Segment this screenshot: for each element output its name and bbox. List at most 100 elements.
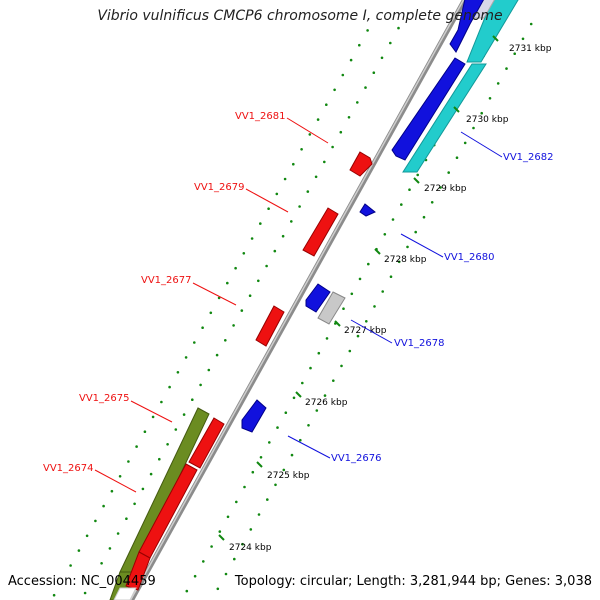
- guide-dot: [299, 438, 302, 442]
- guide-dot: [191, 398, 194, 402]
- gene-label-vv1-2676[interactable]: VV1_2676: [331, 453, 382, 464]
- gene-label-vv1-2674[interactable]: VV1_2674: [43, 463, 94, 474]
- guide-dot: [472, 126, 475, 130]
- guide-dot: [233, 557, 236, 561]
- reverse-gene-vv1-2678[interactable]: [305, 283, 331, 313]
- forward-gene-vv1-2679[interactable]: [302, 207, 339, 257]
- guide-dot: [308, 133, 312, 136]
- guide-dot: [259, 456, 263, 459]
- guide-dot: [160, 400, 163, 404]
- reverse-cds-cyan-2[interactable]: [402, 63, 487, 173]
- leader-line-vv1-2676: [287, 435, 331, 459]
- guide-dot: [52, 593, 56, 597]
- guide-dot: [505, 67, 508, 70]
- guide-dot: [193, 574, 197, 578]
- gene-label-vv1-2680[interactable]: VV1_2680: [444, 252, 495, 263]
- guide-dot: [276, 426, 279, 429]
- guide-dot: [301, 381, 304, 385]
- tick-label-2730: 2730 kbp: [466, 115, 509, 125]
- guide-dot: [439, 186, 442, 189]
- guide-dot: [224, 572, 228, 576]
- guide-dot: [265, 264, 268, 268]
- forward-gene-labels: VV1_2681 VV1_2679 VV1_2677 VV1_2675 VV1_…: [43, 111, 329, 493]
- guide-dot: [307, 424, 310, 427]
- gene-label-vv1-2678[interactable]: VV1_2678: [394, 338, 445, 349]
- tick-label-2725: 2725 kbp: [267, 471, 310, 481]
- guide-dot: [199, 383, 202, 387]
- guide-dot: [251, 470, 255, 474]
- guide-dot: [100, 562, 103, 565]
- guide-dot: [259, 222, 262, 225]
- unknown-gene-grey[interactable]: [317, 291, 346, 325]
- guide-dot: [168, 385, 171, 389]
- guide-dot: [77, 549, 81, 552]
- topology-text: Topology: circular; Length: 3,281,944 bp…: [234, 574, 592, 589]
- gene-label-vv1-2677[interactable]: VV1_2677: [141, 275, 192, 286]
- guide-dot: [340, 364, 343, 368]
- reverse-gene-vv1-2682-top[interactable]: [449, 0, 489, 53]
- guide-dot: [317, 351, 321, 355]
- guide-dot: [422, 215, 426, 219]
- guide-dot: [273, 249, 277, 253]
- guide-dot: [292, 162, 295, 166]
- gene-label-vv1-2679[interactable]: VV1_2679: [194, 182, 245, 193]
- guide-dot: [290, 220, 293, 223]
- guide-dot: [151, 415, 155, 419]
- forward-genes: [125, 151, 373, 591]
- reverse-gene-vv1-2682[interactable]: [391, 57, 466, 161]
- guide-dot: [333, 88, 336, 92]
- guide-dot: [408, 188, 411, 191]
- guide-dot: [127, 460, 130, 463]
- guide-dot: [226, 281, 229, 285]
- guide-dot: [266, 498, 269, 501]
- guide-dot: [290, 453, 294, 457]
- guide-dot: [400, 203, 403, 206]
- guide-dot: [383, 233, 387, 236]
- guide-dot: [416, 173, 420, 177]
- leader-line-vv1-2682: [460, 131, 503, 158]
- gene-label-vv1-2681[interactable]: VV1_2681: [235, 111, 286, 122]
- guide-dot: [210, 545, 213, 548]
- forward-cds-green[interactable]: [119, 407, 210, 573]
- reverse-gene-vv1-2680[interactable]: [359, 203, 376, 217]
- tick-label-2724: 2724 kbp: [229, 543, 272, 553]
- forward-gene-vv1-2675[interactable]: [188, 417, 225, 469]
- guide-dot: [389, 41, 392, 45]
- gene-label-vv1-2675[interactable]: VV1_2675: [79, 393, 130, 404]
- guide-dot: [284, 411, 288, 415]
- guide-dot: [455, 156, 459, 159]
- guide-dot: [240, 309, 244, 312]
- guide-dot: [430, 201, 434, 204]
- guide-dot: [209, 311, 213, 315]
- guide-dot: [314, 175, 318, 179]
- forward-cds-green-2[interactable]: [109, 571, 135, 600]
- guide-dot: [215, 353, 219, 357]
- reverse-cds-cyan-1[interactable]: [466, 0, 524, 63]
- guide-dot: [232, 324, 235, 327]
- tick-mark-2728: [374, 248, 381, 255]
- guide-dot: [241, 542, 244, 546]
- guide-dot: [316, 118, 320, 121]
- tick-mark-2725: [256, 461, 263, 468]
- genome-backbone-highlight: [129, 0, 465, 600]
- guide-dot: [201, 326, 204, 330]
- tick-label-2729: 2729 kbp: [424, 184, 467, 194]
- reverse-gene-vv1-2676[interactable]: [241, 399, 267, 433]
- guide-dot: [85, 534, 89, 538]
- guide-dot: [133, 502, 136, 506]
- guide-dot: [513, 52, 516, 55]
- tick-mark-2729: [413, 177, 420, 184]
- guide-dot: [292, 396, 296, 400]
- gene-label-vv1-2682[interactable]: VV1_2682: [503, 152, 554, 163]
- forward-gene-vv1-2681[interactable]: [349, 151, 373, 177]
- guide-dot: [332, 379, 335, 383]
- guide-dot: [306, 190, 310, 193]
- forward-gene-vv1-2674-tail[interactable]: [125, 551, 151, 591]
- guide-dot: [248, 294, 252, 298]
- guide-dot: [217, 296, 221, 300]
- forward-gene-vv1-2677[interactable]: [255, 305, 285, 347]
- guide-dot: [94, 519, 97, 523]
- guide-dots: [52, 22, 533, 597]
- guide-dot: [380, 56, 384, 60]
